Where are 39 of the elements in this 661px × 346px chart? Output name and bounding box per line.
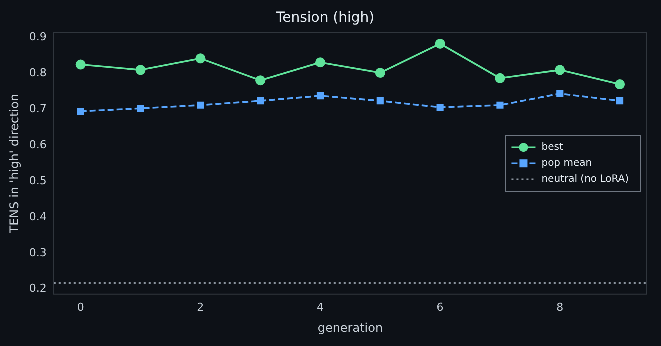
- chart-title: Tension (high): [275, 10, 375, 26]
- x-tick-label: 4: [316, 300, 324, 314]
- y-tick-label: 0.4: [29, 210, 47, 224]
- point: [316, 92, 324, 100]
- y-tick-label: 0.3: [29, 246, 47, 260]
- legend-label: neutral (no LoRA): [542, 174, 630, 186]
- point: [76, 60, 86, 70]
- point: [197, 102, 204, 109]
- point: [496, 102, 504, 109]
- point: [77, 108, 84, 116]
- x-tick-label: 6: [436, 300, 444, 314]
- y-tick-label: 0.8: [29, 66, 47, 80]
- legend-label: best: [542, 142, 564, 154]
- point: [137, 105, 144, 112]
- y-tick-label: 0.5: [29, 174, 47, 188]
- point: [555, 65, 566, 76]
- x-tick-label: 8: [556, 300, 564, 314]
- x-axis-title: generation: [318, 320, 384, 335]
- point: [556, 90, 564, 98]
- point: [435, 38, 446, 49]
- y-tick-label: 0.9: [29, 30, 47, 44]
- legend-label: pop mean: [542, 158, 592, 170]
- point: [616, 98, 624, 105]
- x-tick-label: 2: [197, 300, 204, 314]
- point: [615, 80, 626, 90]
- y-tick-label: 0.7: [29, 102, 47, 116]
- point: [495, 73, 506, 84]
- point: [375, 68, 386, 78]
- y-tick-label: 0.2: [29, 282, 47, 296]
- x-tick-label: 0: [77, 300, 84, 314]
- y-tick-label: 0.6: [29, 138, 47, 152]
- point: [136, 65, 146, 76]
- point: [257, 98, 264, 105]
- point: [436, 104, 444, 112]
- point: [256, 76, 266, 86]
- point: [376, 98, 384, 105]
- point: [196, 54, 206, 64]
- point: [315, 58, 326, 68]
- y-axis-title: TENS in 'high' direction: [7, 94, 22, 234]
